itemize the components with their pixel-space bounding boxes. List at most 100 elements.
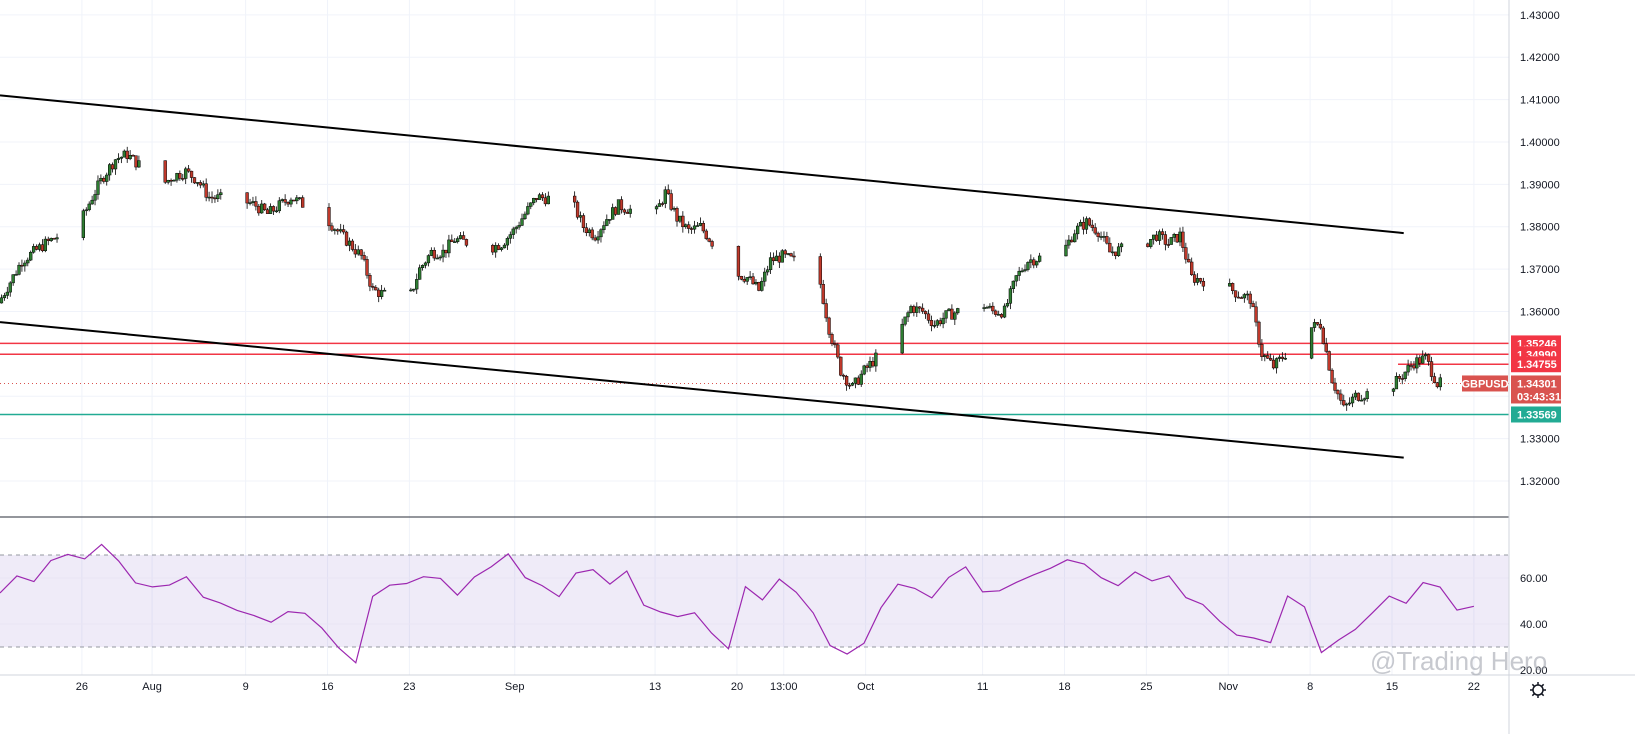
candle-body <box>1160 231 1165 235</box>
candle-body <box>353 249 357 255</box>
candle-body <box>336 229 340 232</box>
channel-lower-line[interactable] <box>0 321 1404 459</box>
candle-body <box>1005 303 1010 307</box>
candle-body <box>1260 344 1264 357</box>
candle-body <box>438 256 442 259</box>
candle-body <box>163 160 167 183</box>
candle-body <box>1081 221 1086 230</box>
candle-body <box>286 202 290 205</box>
candle-body <box>274 210 279 213</box>
candle-body <box>710 241 714 247</box>
candle-body <box>1111 251 1115 254</box>
candle-body <box>368 275 372 287</box>
last-price-label: 1.34301 <box>1517 378 1557 390</box>
price-tick-label: 1.41000 <box>1520 95 1560 107</box>
candle-body <box>263 203 267 211</box>
candle-body <box>605 219 609 226</box>
candle-body <box>494 245 498 253</box>
candle-body <box>271 206 276 212</box>
candle-body <box>956 308 960 314</box>
settings-gear-icon[interactable] <box>1530 682 1546 698</box>
candle-body <box>1424 354 1428 357</box>
candle-body <box>859 373 863 385</box>
candle-body <box>1269 358 1273 361</box>
candle-body <box>1190 261 1194 275</box>
candle-body <box>1277 356 1282 359</box>
candle-body <box>1342 400 1346 406</box>
candle-body <box>1397 376 1401 379</box>
candle-body <box>766 269 770 273</box>
candle-body <box>1105 236 1109 244</box>
rsi-band <box>0 554 1509 648</box>
candle-body <box>1242 294 1246 299</box>
candle-body <box>511 228 515 235</box>
price-tick-label: 1.38000 <box>1520 222 1560 234</box>
candle-body <box>1239 297 1244 299</box>
time-tick-label: 18 <box>1058 681 1070 693</box>
candle-body <box>268 206 273 214</box>
candle-body <box>204 183 208 198</box>
candle-body <box>704 230 708 239</box>
candle-body <box>669 193 673 210</box>
trend-channel[interactable] <box>0 94 1404 459</box>
candle-body <box>251 201 255 204</box>
candle-body <box>87 203 91 211</box>
candle-body <box>292 199 296 202</box>
candle-body <box>537 194 542 200</box>
candle-body <box>134 155 138 168</box>
candle-body <box>432 249 436 259</box>
candle-body <box>660 203 665 205</box>
candle-body <box>602 225 606 230</box>
candle-body <box>529 202 533 207</box>
candle-body <box>175 173 179 181</box>
level-price-tag <box>1511 406 1561 423</box>
candle-body <box>739 276 743 280</box>
candle-body <box>526 206 530 215</box>
candle-body <box>1195 278 1200 283</box>
candle-body <box>450 239 454 243</box>
candle-body <box>119 156 124 159</box>
candle-body <box>169 179 173 182</box>
candle-body <box>1409 365 1413 367</box>
candle-body <box>216 194 220 200</box>
candles <box>0 146 1442 411</box>
time-tick-label: 11 <box>977 681 988 693</box>
candle-body <box>1102 236 1106 238</box>
candle-body <box>692 225 697 230</box>
candle-body <box>915 306 919 313</box>
candle-body <box>824 303 828 319</box>
candle-body <box>1084 218 1089 230</box>
candle-body <box>280 199 284 201</box>
candle-body <box>1415 357 1419 369</box>
candle-body <box>43 238 47 252</box>
candle-body <box>131 154 135 157</box>
price-tick-label: 1.32000 <box>1520 476 1560 488</box>
candle-body <box>695 225 700 227</box>
candle-body <box>923 311 928 315</box>
candle-body <box>350 240 355 250</box>
candle-body <box>166 179 170 183</box>
candle-body <box>219 192 223 195</box>
candle-body <box>1426 354 1431 362</box>
channel-upper-line[interactable] <box>0 94 1404 235</box>
candle-body <box>491 245 495 253</box>
candle-body <box>359 249 363 256</box>
candle-body <box>496 245 501 250</box>
candle-body <box>1119 243 1124 248</box>
candle-body <box>763 271 767 282</box>
candle-body <box>613 207 618 215</box>
candle-body <box>1035 261 1039 266</box>
candle-body <box>456 238 460 242</box>
candle-body <box>412 288 416 291</box>
candle-body <box>868 361 872 368</box>
candle-body <box>663 189 667 204</box>
candle-body <box>1403 371 1407 379</box>
candle-body <box>260 203 264 214</box>
candle-body <box>572 195 577 203</box>
candle-body <box>339 229 343 232</box>
candle-body <box>839 356 843 376</box>
candle-body <box>426 255 431 264</box>
candle-body <box>1002 305 1007 318</box>
